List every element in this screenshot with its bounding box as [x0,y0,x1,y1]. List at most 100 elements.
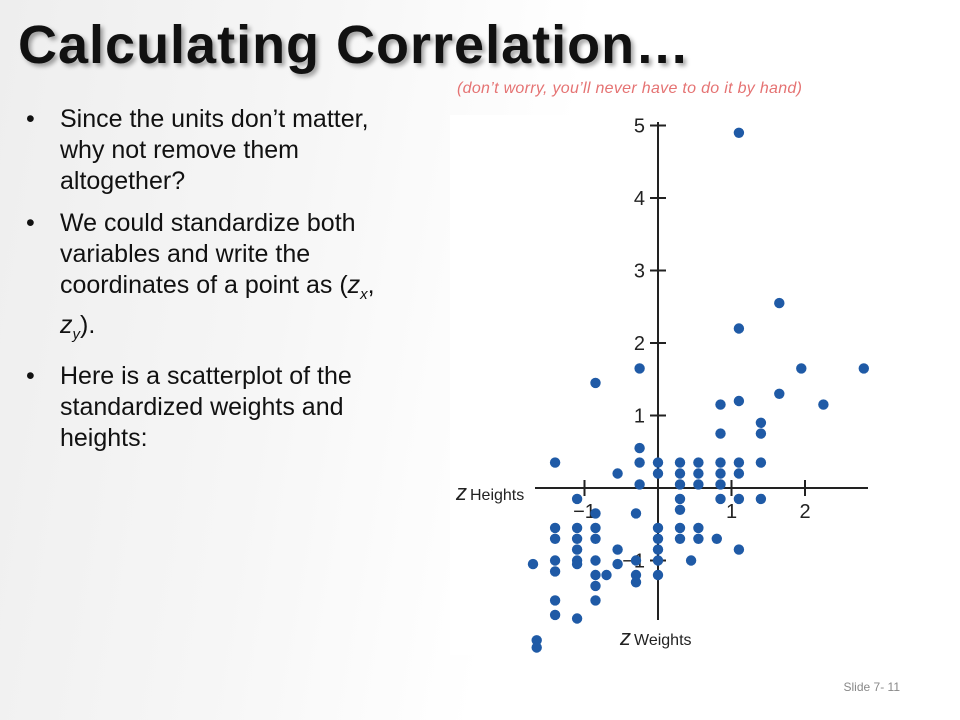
axis-labels: z Heights z Weights [455,480,692,650]
data-point [630,508,642,519]
x-axis-label: z Heights [455,480,524,505]
data-point [549,522,561,534]
data-point [590,580,601,592]
bullet-text: Since the units don’t matter, why not re… [60,105,369,195]
data-point [715,399,726,410]
data-point [590,522,601,534]
data-point [715,479,726,490]
data-point [796,363,807,374]
data-point [674,479,686,490]
data-point [693,533,704,544]
data-point [571,544,583,555]
data-point [601,569,612,581]
data-point [711,533,722,544]
data-point [590,555,601,566]
data-point [652,522,664,534]
data-point [571,533,583,544]
data-point [590,569,601,581]
data-point [733,493,745,505]
y-tick-label: 5 [634,116,645,138]
data-point [571,558,583,570]
data-point [693,457,704,468]
data-point [549,533,561,544]
bullet-marker: • [26,209,35,237]
y-tick-label: 3 [634,261,645,283]
data-point [755,417,767,428]
data-point [549,609,561,621]
data-point [549,555,561,566]
data-point [571,613,583,624]
data-point [630,569,642,581]
subscript-y: y [72,326,81,343]
slide-note: (don’t worry, you’ll never have to do it… [457,80,803,97]
slide-number: Slide 7- 11 [843,680,900,694]
y-axis-label: z Weights [619,625,692,650]
data-point [674,457,686,468]
data-point [634,442,645,454]
data-point [733,127,745,138]
data-point [715,468,726,479]
data-point [612,544,623,555]
bullet-list: • Since the units don’t matter, why not … [24,104,404,465]
slide-title: Calculating Correlation… [18,15,691,75]
data-point [674,504,686,515]
data-point [755,457,767,468]
data-point [590,533,601,544]
data-point [733,395,745,407]
data-points [527,127,869,653]
data-point [674,468,686,479]
data-point [652,569,664,581]
data-point [685,555,697,566]
data-point [634,363,645,374]
data-point [733,457,745,468]
data-point [531,642,542,653]
data-point [571,493,583,505]
z-symbol: z [347,271,361,299]
data-point [693,522,704,534]
data-point [674,493,686,505]
bullet-text-end: ). [80,311,96,339]
data-point [634,457,645,468]
y-tick-label: 1 [634,406,645,428]
data-point [652,544,664,555]
comma-separator: , [367,271,375,299]
data-point [549,566,561,577]
data-point [774,297,785,309]
data-point [630,555,642,566]
data-point [715,493,726,505]
y-tick-label: 2 [634,333,645,355]
subscript-x: x [360,286,368,303]
data-point [733,468,745,479]
data-point [755,428,767,439]
data-point [571,522,583,534]
data-point [652,555,664,566]
data-point [715,428,726,439]
data-point [652,457,664,468]
x-tick-label: 1 [726,501,737,523]
x-tick-label: −1 [573,501,596,523]
data-point [674,522,686,534]
data-point [674,533,686,544]
data-point [774,388,785,399]
bullet-item: • We could standardize both variables an… [24,208,404,350]
bullet-marker: • [26,362,35,390]
data-point [652,533,664,544]
data-point [549,457,561,468]
data-point [818,399,829,410]
data-point [531,635,542,646]
bullet-item: • Here is a scatterplot of the standardi… [24,361,404,454]
data-point [590,508,601,519]
scatterplot-panel [450,115,880,655]
data-point [612,468,623,479]
bullet-text: We could standardize both variables and … [60,209,356,299]
data-point [693,468,704,479]
data-point [693,479,704,490]
data-point [590,595,601,606]
data-point [634,479,645,490]
data-point [527,558,539,570]
data-point [630,577,642,588]
axes: −112345−112 [535,116,868,620]
y-tick-label: 4 [634,188,645,210]
z-symbol: z [60,311,73,339]
